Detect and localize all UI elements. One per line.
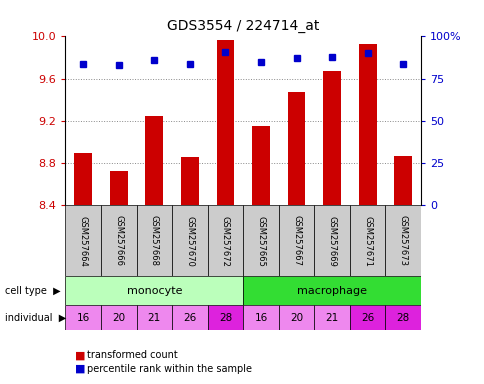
Bar — [65, 276, 242, 305]
Bar — [207, 205, 242, 276]
Bar — [287, 93, 305, 205]
Bar — [242, 305, 278, 330]
Bar — [278, 205, 314, 276]
Text: 20: 20 — [112, 313, 125, 323]
Bar — [242, 276, 420, 305]
Bar — [349, 305, 385, 330]
Text: 28: 28 — [218, 313, 232, 323]
Text: 21: 21 — [325, 313, 338, 323]
Text: GSM257668: GSM257668 — [150, 215, 159, 266]
Bar — [65, 305, 101, 330]
Bar — [216, 40, 234, 205]
Text: GSM257672: GSM257672 — [221, 215, 229, 266]
Text: 16: 16 — [76, 313, 90, 323]
Bar — [358, 44, 376, 205]
Bar — [101, 205, 136, 276]
Text: GSM257666: GSM257666 — [114, 215, 123, 266]
Text: ■: ■ — [75, 364, 86, 374]
Text: 21: 21 — [148, 313, 161, 323]
Bar — [322, 71, 340, 205]
Bar — [172, 305, 207, 330]
Bar — [278, 305, 314, 330]
Bar — [314, 305, 349, 330]
Text: GSM257673: GSM257673 — [398, 215, 407, 266]
Text: GSM257671: GSM257671 — [363, 215, 371, 266]
Title: GDS3554 / 224714_at: GDS3554 / 224714_at — [166, 19, 319, 33]
Text: 28: 28 — [396, 313, 409, 323]
Text: transformed count: transformed count — [87, 350, 178, 360]
Text: cell type  ▶: cell type ▶ — [5, 286, 60, 296]
Text: 26: 26 — [360, 313, 374, 323]
Bar — [314, 205, 349, 276]
Text: individual  ▶: individual ▶ — [5, 313, 66, 323]
Text: 20: 20 — [289, 313, 302, 323]
Bar — [349, 205, 385, 276]
Bar — [65, 205, 101, 276]
Text: 16: 16 — [254, 313, 267, 323]
Bar — [145, 116, 163, 205]
Bar — [136, 205, 172, 276]
Text: ■: ■ — [75, 350, 86, 360]
Bar — [181, 157, 198, 205]
Bar — [393, 156, 411, 205]
Text: GSM257670: GSM257670 — [185, 215, 194, 266]
Text: GSM257665: GSM257665 — [256, 215, 265, 266]
Bar — [242, 205, 278, 276]
Bar — [110, 170, 127, 205]
Text: monocyte: monocyte — [126, 286, 182, 296]
Text: GSM257667: GSM257667 — [291, 215, 301, 266]
Bar — [252, 126, 269, 205]
Bar — [207, 305, 242, 330]
Bar — [385, 305, 420, 330]
Text: GSM257669: GSM257669 — [327, 215, 336, 266]
Bar — [136, 305, 172, 330]
Text: macrophage: macrophage — [297, 286, 366, 296]
Text: 26: 26 — [183, 313, 196, 323]
Bar — [385, 205, 420, 276]
Bar — [74, 152, 92, 205]
Bar — [101, 305, 136, 330]
Text: GSM257664: GSM257664 — [78, 215, 88, 266]
Bar — [172, 205, 207, 276]
Text: percentile rank within the sample: percentile rank within the sample — [87, 364, 252, 374]
